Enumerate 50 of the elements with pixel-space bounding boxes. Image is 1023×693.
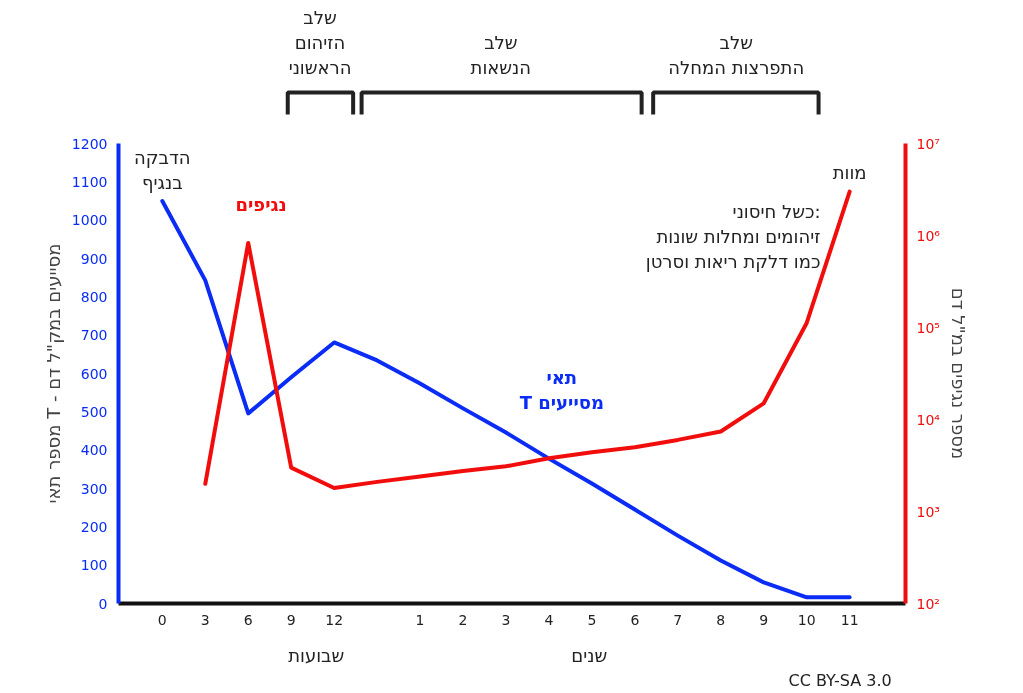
x-tick-label: 3 xyxy=(200,611,210,628)
y-tick-label: 100 xyxy=(80,557,108,574)
x-tick-label: 4 xyxy=(544,611,554,628)
x-tick-label: 6 xyxy=(243,611,253,628)
text: CC BY-SA 3.0 xyxy=(788,671,892,690)
x-tick-label: 11 xyxy=(840,611,859,628)
y-tick-label: 700 xyxy=(80,327,108,344)
text: שלב הנשאות xyxy=(470,32,532,79)
line-series xyxy=(160,199,852,600)
text: שבועות xyxy=(288,645,345,666)
x-tick-label: 9 xyxy=(286,611,296,628)
annotation: מוות xyxy=(832,161,867,183)
y-tick-label: 1200 xyxy=(71,135,108,152)
x-tick-label: 1 xyxy=(415,611,425,628)
annotation: הדבקה בנגיף xyxy=(134,146,191,193)
y-tick-label: 400 xyxy=(80,442,108,459)
text: שלב הזיהום הראשוני xyxy=(288,7,352,79)
series-label: תאי T מסייעים xyxy=(519,367,604,414)
y2-tick-label: 10⁶ xyxy=(916,227,941,244)
text: שנים xyxy=(571,645,608,666)
y2-tick-label: 10⁷ xyxy=(916,135,940,152)
y-tick-label: 600 xyxy=(80,365,108,382)
x-tick-label: 9 xyxy=(759,611,769,628)
y2-tick-label: 10⁵ xyxy=(916,319,940,336)
y-tick-label: 500 xyxy=(80,403,108,420)
y-axis-title: מספר תאי T - מסייעים במק"ל דם xyxy=(42,243,64,504)
x-tick-label: 0 xyxy=(157,611,167,628)
x-tick-label: 6 xyxy=(630,611,640,628)
y-tick-label: 800 xyxy=(80,288,108,305)
x-tick-label: 2 xyxy=(458,611,468,628)
x-tick-label: 12 xyxy=(325,611,344,628)
y-tick-label: 0 xyxy=(98,595,108,612)
y2-tick-label: 10⁴ xyxy=(916,411,941,428)
y2-tick-label: 10³ xyxy=(916,503,940,520)
series-label: נגיפים xyxy=(235,194,287,216)
text: שלב התפרצות המחלה xyxy=(668,32,805,79)
y-tick-label: 300 xyxy=(80,480,108,497)
x-tick-label: 10 xyxy=(797,611,816,628)
y-tick-label: 1000 xyxy=(71,212,108,229)
y-tick-label: 1100 xyxy=(71,173,108,190)
line-series xyxy=(203,189,852,491)
y2-axis-title: מספר נגיפים במ"ל דם xyxy=(947,287,969,460)
y2-tick-label: 10² xyxy=(916,595,940,612)
y-tick-label: 900 xyxy=(80,250,108,267)
x-tick-label: 8 xyxy=(716,611,726,628)
annotation: כשל חיסוני: זיהומים ומחלות שונות כמו דלקת ריאות וסרטן xyxy=(645,200,821,272)
x-tick-label: 5 xyxy=(587,611,597,628)
x-tick-label: 3 xyxy=(501,611,511,628)
y-tick-label: 200 xyxy=(80,518,108,535)
x-tick-label: 7 xyxy=(673,611,683,628)
